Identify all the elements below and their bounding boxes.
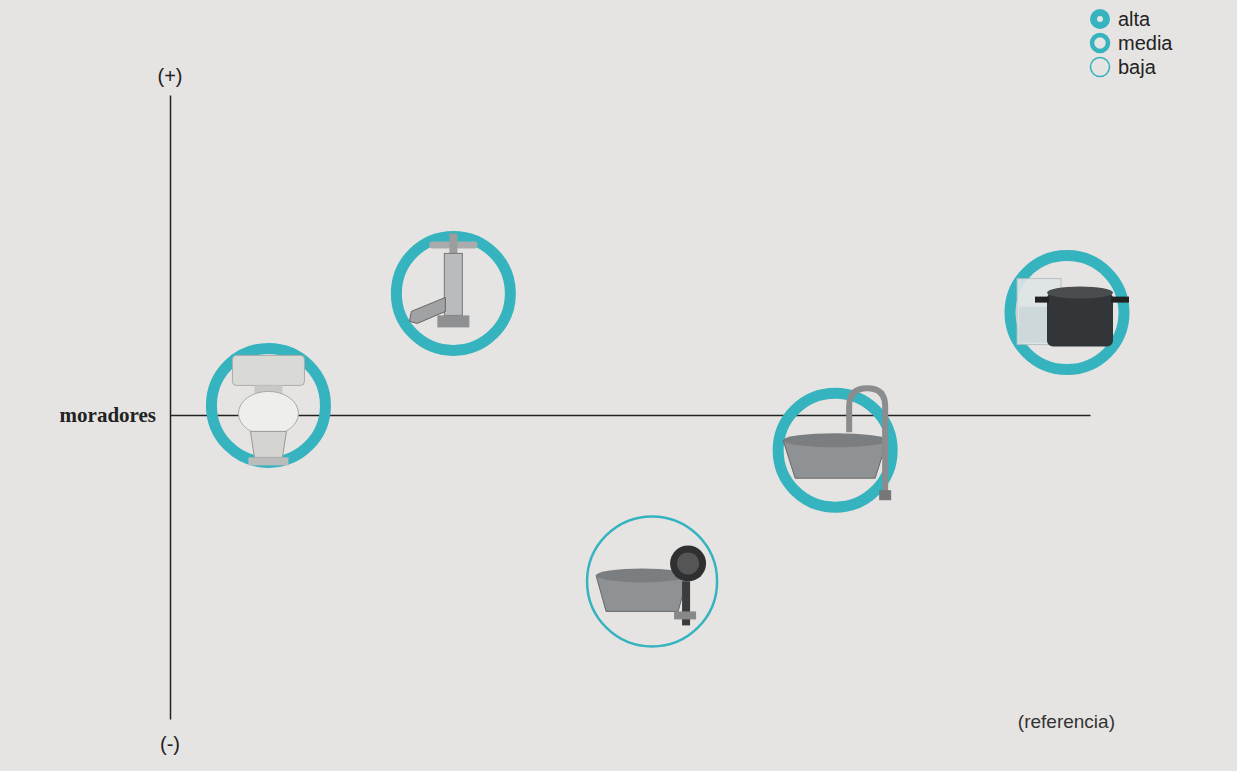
x-label: moradores	[60, 403, 156, 427]
legend: altamediabaja	[1091, 8, 1174, 78]
icon-part	[232, 355, 304, 385]
point	[587, 516, 717, 646]
icon-part	[670, 545, 706, 581]
icon-part	[437, 315, 469, 327]
annotation: (referencia)	[1018, 711, 1115, 732]
point-group	[211, 348, 325, 465]
icon	[232, 355, 304, 465]
legend-label: media	[1118, 32, 1173, 54]
icon	[596, 545, 706, 625]
icon-part	[238, 391, 298, 435]
point	[396, 236, 510, 350]
y-label-min: (-)	[160, 733, 180, 755]
icon	[783, 388, 891, 500]
icon-part	[879, 490, 891, 500]
point-group	[778, 388, 892, 507]
icon-part	[1047, 293, 1113, 347]
icon-part	[1111, 297, 1129, 303]
icon-part	[1047, 287, 1113, 299]
background	[0, 0, 1237, 771]
legend-symbol	[1094, 13, 1107, 26]
legend-symbol	[1092, 35, 1108, 51]
x-axis	[171, 415, 1091, 416]
y-axis	[170, 96, 171, 720]
point	[778, 393, 892, 507]
point	[211, 348, 325, 462]
legend-label: baja	[1118, 56, 1157, 78]
plot-marks	[211, 233, 1129, 646]
legend-symbol	[1091, 58, 1110, 77]
icon-part	[674, 611, 696, 619]
icon	[1017, 279, 1129, 347]
icon-part	[783, 433, 887, 447]
icon-part	[849, 388, 885, 498]
icon-part	[677, 552, 699, 574]
point-group	[1010, 256, 1129, 370]
axis-line	[170, 96, 172, 720]
point-group	[587, 516, 717, 646]
icon-part	[1035, 297, 1049, 303]
y-label-max: (+)	[158, 65, 183, 87]
icon	[409, 233, 477, 327]
icon-part	[444, 253, 462, 315]
icon-part	[248, 457, 288, 465]
chart: (+) (-) moradores (referencia) altamediabaja	[0, 0, 1237, 771]
icon-part	[250, 431, 286, 457]
point	[1010, 256, 1124, 370]
icon-part	[449, 233, 457, 255]
legend-label: alta	[1118, 8, 1151, 30]
axis-line	[171, 415, 1091, 417]
point-group	[396, 233, 510, 350]
